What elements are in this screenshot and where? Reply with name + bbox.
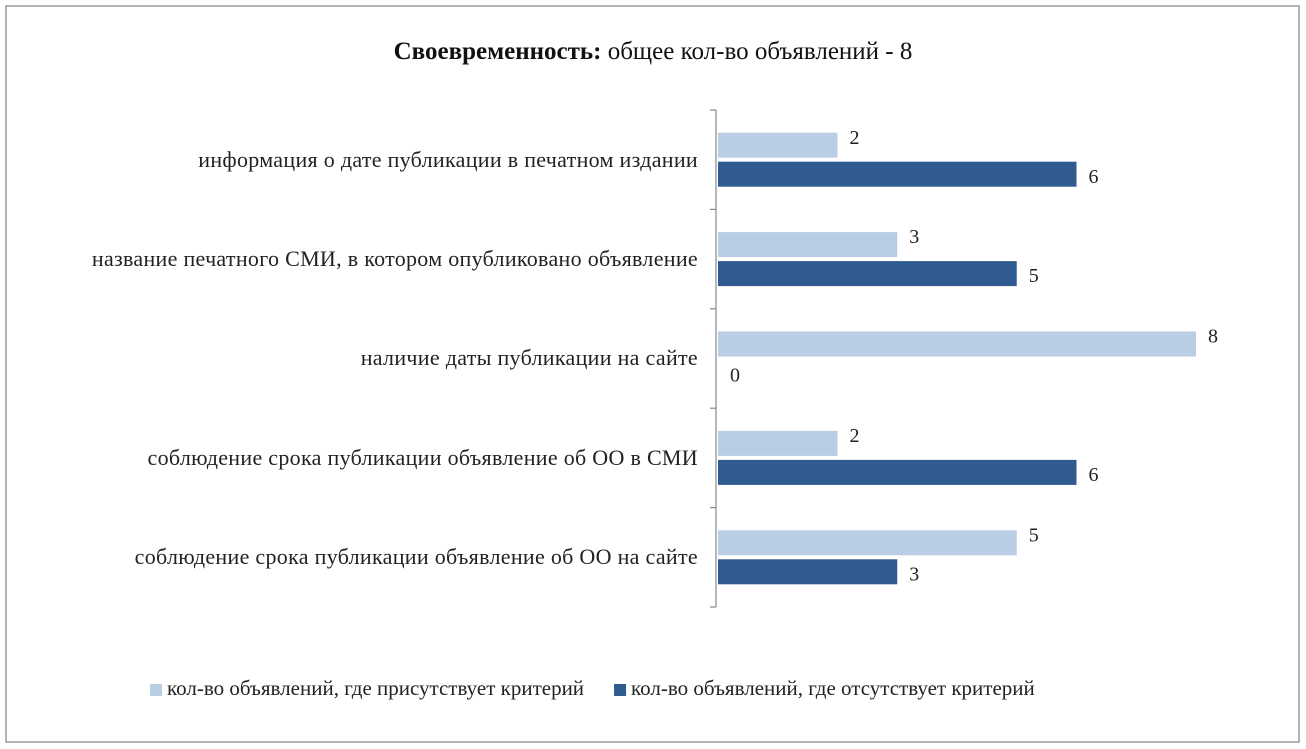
frame <box>5 5 1300 743</box>
bar <box>718 331 1196 357</box>
value-label: 3 <box>909 563 919 585</box>
value-label: 2 <box>850 127 860 149</box>
value-label: 6 <box>1089 464 1099 486</box>
value-label: 3 <box>909 226 919 248</box>
legend-swatch <box>150 684 162 696</box>
value-label: 0 <box>730 365 740 387</box>
y-tick-label: соблюдение срока публикации объявление о… <box>147 444 698 470</box>
bar <box>718 261 1017 287</box>
bar <box>718 132 838 158</box>
y-tick-label: соблюдение срока публикации объявление о… <box>134 544 698 570</box>
legend-label: кол-во объявлений, где присутствует крит… <box>167 676 584 700</box>
title-bold: Своевременность: <box>393 38 602 65</box>
chart-title: Своевременность: общее кол-во объявлений… <box>0 38 1306 66</box>
value-label: 6 <box>1089 166 1099 188</box>
value-label: 8 <box>1208 326 1218 348</box>
bar <box>718 530 1017 556</box>
bar <box>718 459 1077 485</box>
y-tick-label: наличие даты публикации на сайте <box>360 345 698 371</box>
y-tick-label: название печатного СМИ, в котором опубли… <box>91 246 698 272</box>
value-label: 5 <box>1029 524 1039 546</box>
value-label: 5 <box>1029 265 1039 287</box>
legend-label: кол-во объявлений, где отсутствует крите… <box>631 676 1035 700</box>
bar <box>718 161 1077 187</box>
y-tick-label: информация о дате публикации в печатном … <box>198 146 698 172</box>
bar <box>718 430 838 456</box>
legend-swatch <box>614 684 627 696</box>
bar <box>718 559 898 585</box>
title-rest: общее кол-во объявлений - 8 <box>607 38 913 65</box>
value-label: 2 <box>850 425 860 447</box>
bar <box>718 232 898 258</box>
